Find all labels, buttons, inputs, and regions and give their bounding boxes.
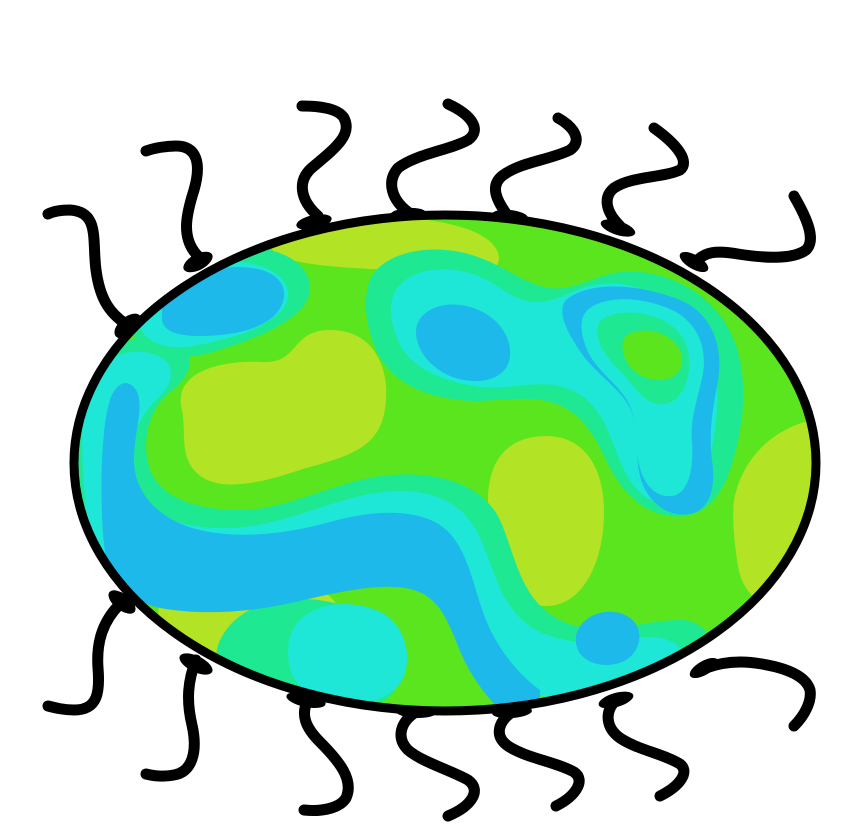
flagellum-top-4 [386, 98, 480, 218]
flagellum-bottom-3 [298, 694, 354, 816]
flagellum-top-5 [489, 112, 582, 222]
contour-inner-loop [581, 299, 704, 497]
flagellum-right-1 [690, 190, 816, 268]
flagellum-top-1 [42, 204, 138, 334]
flagellum-bottom-2 [140, 654, 202, 782]
flagellum-bottom-4 [395, 706, 480, 822]
flagellum-right-2 [700, 656, 816, 732]
cell-body [69, 210, 821, 716]
flagellum-top-2 [140, 140, 206, 264]
flagellum-bottom-5 [493, 706, 585, 812]
flagellum-bottom-1 [42, 598, 126, 716]
flagellum-bottom-6 [602, 694, 690, 802]
flagellum-top-3 [296, 100, 352, 222]
flagellum-top-6 [601, 122, 689, 232]
flagella [42, 98, 816, 822]
